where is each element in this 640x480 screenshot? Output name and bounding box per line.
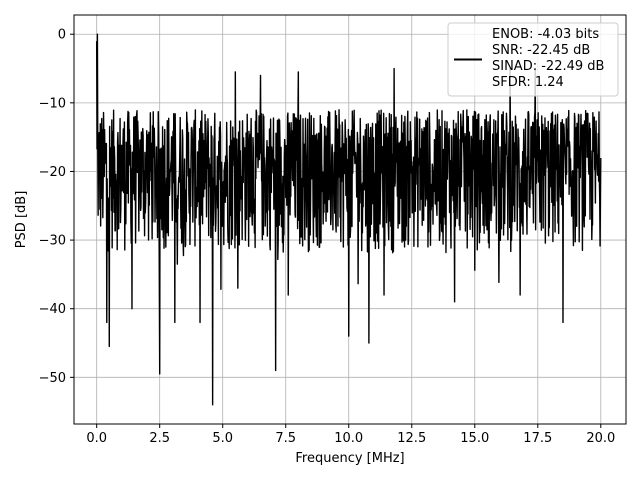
x-tick-label: 20.0 <box>586 431 615 446</box>
x-tick-label: 2.5 <box>149 431 170 446</box>
legend-box <box>447 22 619 97</box>
x-tick-label: 5.0 <box>212 431 233 446</box>
y-tick-label: −10 <box>39 96 66 111</box>
y-tick-label: −20 <box>39 165 66 180</box>
x-tick-label: 7.5 <box>275 431 296 446</box>
y-tick-label: −30 <box>39 234 66 249</box>
x-axis-label: Frequency [MHz] <box>295 451 404 466</box>
legend-entry: ENOB: -4.03 bits <box>492 27 599 42</box>
legend-entry: SNR: -22.45 dB <box>492 43 590 58</box>
plot-frame <box>73 14 627 425</box>
y-axis-label: PSD [dB] <box>14 191 29 249</box>
psd-line <box>95 33 602 406</box>
y-axis-ticks: 0 −10 −20 −30 −40 −50 <box>39 28 74 386</box>
y-tick-label: −50 <box>39 371 66 386</box>
x-tick-label: 15.0 <box>460 431 489 446</box>
y-tick-label: 0 <box>58 28 66 43</box>
y-tick-label: −40 <box>39 302 66 317</box>
legend-entry: SINAD: -22.49 dB <box>492 59 604 74</box>
x-tick-label: 17.5 <box>523 431 552 446</box>
x-tick-label: 10.0 <box>334 431 363 446</box>
x-axis-ticks: 0.0 2.5 5.0 7.5 10.0 12.5 15.0 17.5 20.0 <box>86 424 615 446</box>
x-tick-label: 12.5 <box>397 431 426 446</box>
x-tick-label: 0.0 <box>86 431 107 446</box>
legend-entry: SFDR: 1.24 <box>492 75 564 90</box>
psd-series <box>95 33 602 406</box>
